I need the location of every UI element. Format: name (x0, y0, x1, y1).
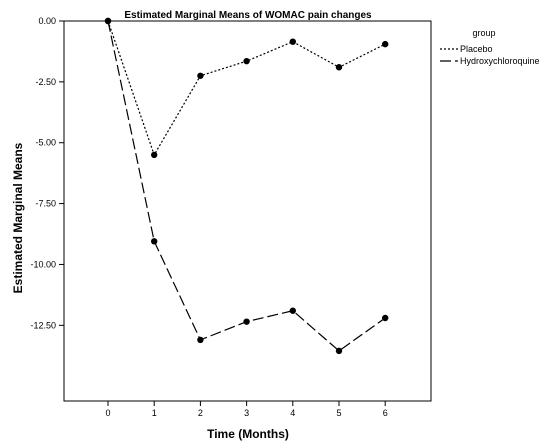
legend: group Placebo Hydroxychloroquine (440, 28, 540, 66)
placebo-point (289, 38, 296, 45)
series-layer (104, 17, 389, 355)
placebo-point (243, 57, 250, 65)
x-tick-label: 2 (198, 408, 203, 418)
x-axis: 0 1 2 3 4 5 6 (105, 401, 388, 418)
plot-area-frame (63, 20, 432, 402)
placebo-line (107, 20, 386, 157)
x-axis-title: Time (Months) (207, 427, 289, 441)
hydroxychloroquine-point (104, 17, 112, 25)
x-tick-label: 4 (290, 408, 295, 418)
hydroxychloroquine-point (151, 238, 158, 245)
legend-title: group (472, 28, 495, 38)
y-tick-label: -5.00 (35, 138, 56, 148)
hydroxychloroquine-point (243, 318, 250, 325)
x-tick-label: 0 (105, 408, 110, 418)
y-tick-label: -7.50 (35, 199, 56, 209)
hydroxychloroquine-point (335, 347, 343, 355)
x-tick-label: 5 (336, 408, 341, 418)
legend-label-placebo: Placebo (460, 44, 493, 54)
placebo-point (197, 72, 204, 79)
hydroxychloroquine-point (197, 336, 204, 344)
y-tick-label: 0.00 (38, 16, 56, 26)
placebo-point (151, 151, 158, 159)
series-hydroxychloroquine (104, 17, 389, 355)
placebo-point (335, 64, 343, 71)
y-axis: 0.00 -2.50 -5.00 -7.50 -10.00 -12.50 (30, 16, 64, 330)
x-tick-label: 6 (383, 408, 388, 418)
hydroxychloroquine-point (289, 307, 296, 314)
series-placebo (104, 17, 389, 159)
legend-label-hydroxychloroquine: Hydroxychloroquine (460, 56, 540, 66)
hydroxychloroquine-point (382, 314, 389, 322)
y-tick-label: -12.50 (30, 320, 56, 330)
x-tick-label: 3 (244, 408, 249, 418)
y-tick-label: -2.50 (35, 77, 56, 87)
x-tick-label: 1 (152, 408, 157, 418)
y-axis-title: Estimated Marginal Means (11, 142, 25, 293)
chart-title: Estimated Marginal Means of WOMAC pain c… (124, 10, 372, 21)
hydroxychloroquine-line (107, 20, 386, 352)
y-tick-label: -10.00 (30, 259, 56, 269)
placebo-point (382, 40, 389, 48)
